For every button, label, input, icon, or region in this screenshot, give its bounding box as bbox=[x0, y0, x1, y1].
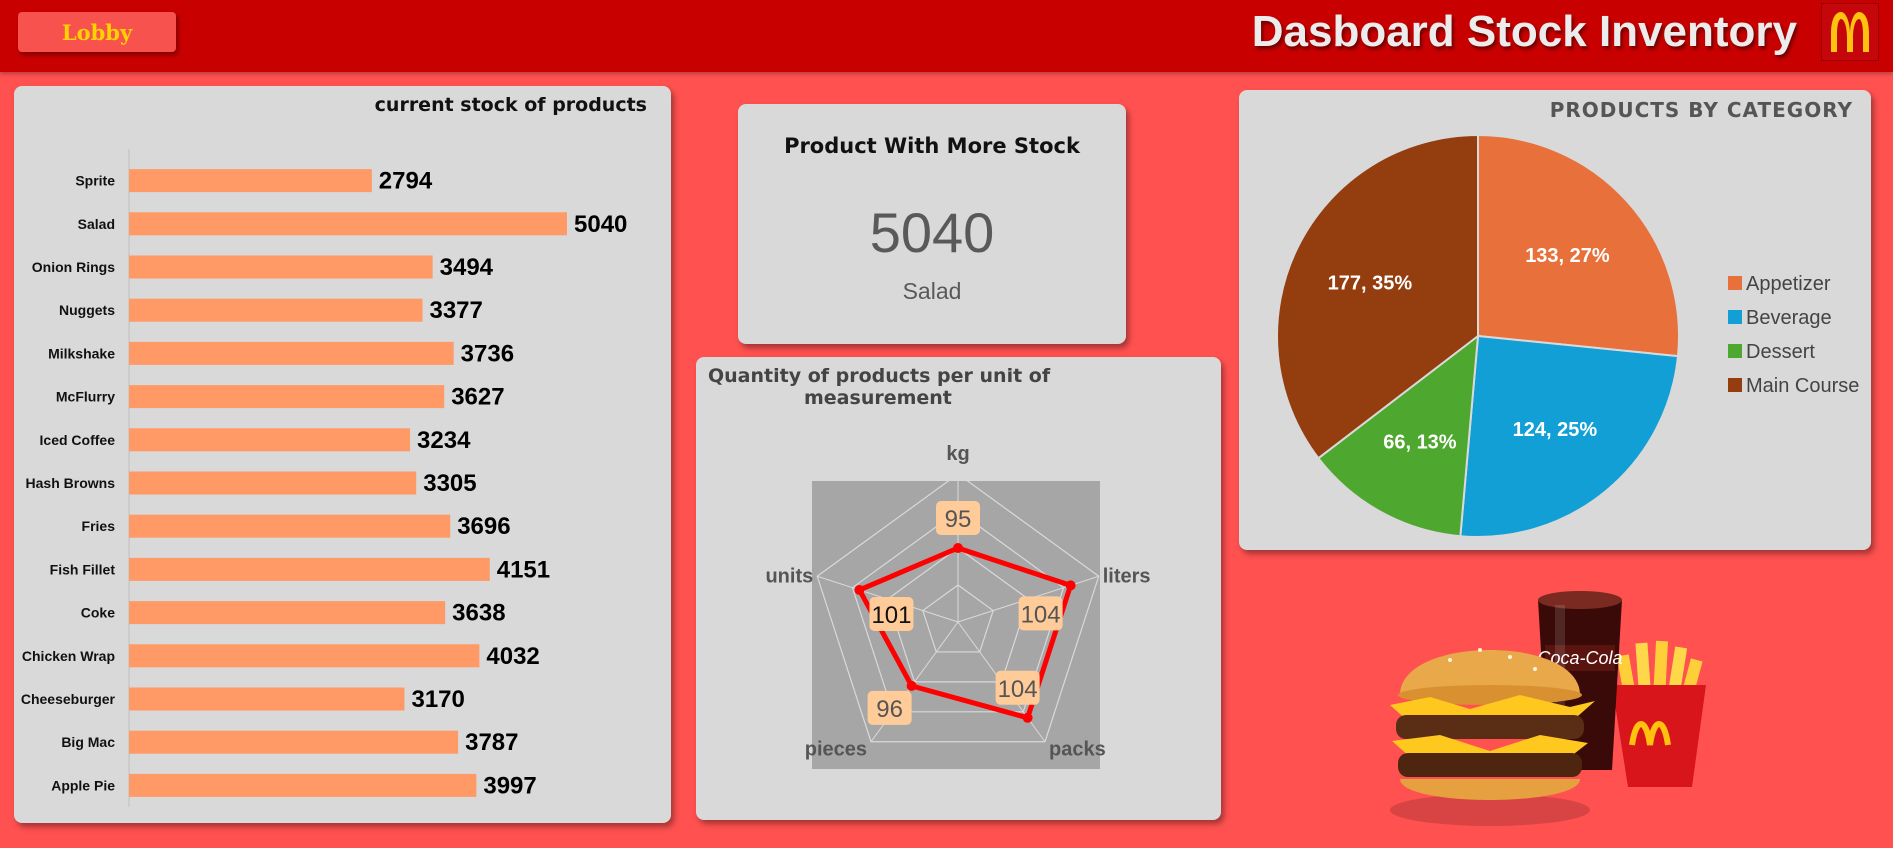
pie-chart: 133, 27% 124, 25% 66, 13% 177, 35% Appetizer… bbox=[1239, 90, 1871, 550]
radar-point bbox=[907, 681, 917, 691]
bar-value-label: 3627 bbox=[451, 384, 504, 411]
pie-data-label: 133, 27% bbox=[1525, 245, 1610, 267]
bar-value-label: 3170 bbox=[411, 686, 464, 713]
bar-category-label: Fries bbox=[82, 518, 116, 534]
radar-point bbox=[1066, 580, 1076, 590]
bar-value-label: 3787 bbox=[465, 729, 518, 756]
bar bbox=[129, 385, 444, 408]
bar bbox=[129, 169, 372, 192]
radar-axis-label: kg bbox=[946, 443, 969, 465]
pie-legend-label: Appetizer bbox=[1746, 273, 1831, 295]
bar-category-label: Big Mac bbox=[61, 734, 115, 750]
bar-value-label: 2794 bbox=[379, 168, 433, 195]
bar bbox=[129, 342, 454, 365]
bar bbox=[129, 601, 445, 624]
bar-value-label: 5040 bbox=[574, 211, 627, 238]
bar-category-label: McFlurry bbox=[56, 389, 115, 405]
bar bbox=[129, 299, 422, 322]
pie-data-label: 177, 35% bbox=[1328, 273, 1413, 295]
bar bbox=[129, 644, 479, 667]
page-title: Dasboard Stock Inventory bbox=[1252, 6, 1797, 58]
bar-value-label: 3494 bbox=[440, 254, 494, 281]
radar-axis-label: units bbox=[765, 565, 813, 587]
bar-value-label: 4032 bbox=[486, 643, 539, 670]
bar-category-label: Salad bbox=[78, 216, 115, 232]
bar bbox=[129, 212, 567, 235]
bar-category-label: Cheeseburger bbox=[21, 691, 116, 707]
bar bbox=[129, 256, 433, 279]
kpi-card: Product With More Stock 5040 Salad bbox=[738, 104, 1126, 344]
stock-panel: current stock of products Sprite 2794 Sala… bbox=[14, 86, 671, 823]
mcdonalds-logo bbox=[1821, 3, 1879, 61]
radar-panel: Quantity of products per unit of measure… bbox=[696, 357, 1221, 820]
bar-value-label: 4151 bbox=[497, 556, 550, 583]
kpi-value: 5040 bbox=[738, 200, 1126, 265]
bar-category-label: Onion Rings bbox=[32, 259, 115, 275]
lobby-button[interactable]: Lobby bbox=[18, 12, 176, 52]
burger-fries-cola-illustration: Coca-Cola bbox=[1370, 585, 1790, 835]
pie-data-label: 66, 13% bbox=[1383, 432, 1457, 454]
fries-icon bbox=[1612, 641, 1706, 787]
radar-data-label: 95 bbox=[945, 506, 972, 533]
pie-legend-swatch bbox=[1728, 310, 1742, 324]
radar-data-label: 104 bbox=[1021, 601, 1061, 628]
radar-chart: kg liters packs pieces units 95 104 104 96 101 bbox=[696, 357, 1221, 820]
bar-category-label: Fish Fillet bbox=[50, 561, 116, 577]
bar bbox=[129, 428, 410, 451]
bar-category-label: Chicken Wrap bbox=[22, 648, 115, 664]
pie-legend-swatch bbox=[1728, 276, 1742, 290]
bar-value-label: 3638 bbox=[452, 600, 505, 627]
mcdonalds-arches-icon bbox=[1822, 4, 1878, 60]
radar-axis-label: liters bbox=[1103, 565, 1151, 587]
radar-point bbox=[953, 543, 963, 553]
pie-legend-label: Dessert bbox=[1746, 341, 1815, 363]
kpi-title: Product With More Stock bbox=[738, 134, 1126, 158]
bar-value-label: 3997 bbox=[483, 772, 536, 799]
pie-legend-swatch bbox=[1728, 378, 1742, 392]
bar-category-label: Hash Browns bbox=[26, 475, 116, 491]
bar bbox=[129, 774, 476, 797]
radar-data-label: 101 bbox=[871, 602, 911, 629]
bar-value-label: 3736 bbox=[461, 340, 514, 367]
burger-icon bbox=[1390, 648, 1595, 826]
stock-bar-chart: Sprite 2794 Salad 5040 Onion Rings 3494 Nugget… bbox=[14, 86, 671, 823]
radar-axis-label: packs bbox=[1049, 739, 1106, 761]
bar bbox=[129, 472, 416, 495]
radar-data-label: 104 bbox=[998, 676, 1038, 703]
radar-point bbox=[854, 585, 864, 595]
bar-value-label: 3377 bbox=[429, 297, 482, 324]
bar-category-label: Apple Pie bbox=[51, 777, 115, 793]
bar-category-label: Sprite bbox=[75, 173, 115, 189]
radar-axis-label: pieces bbox=[805, 739, 867, 761]
pie-data-label: 124, 25% bbox=[1513, 419, 1598, 441]
pie-panel: PRODUCTS BY CATEGORY 133, 27% 124, 25% 66,… bbox=[1239, 90, 1871, 550]
pie-legend-label: Main Course bbox=[1746, 375, 1859, 397]
bar-category-label: Milkshake bbox=[48, 345, 115, 361]
pie-legend-label: Beverage bbox=[1746, 307, 1832, 329]
radar-data-label: 96 bbox=[876, 696, 903, 723]
bar-value-label: 3696 bbox=[457, 513, 510, 540]
bar-category-label: Iced Coffee bbox=[40, 432, 116, 448]
bar bbox=[129, 515, 450, 538]
bar-category-label: Coke bbox=[81, 605, 115, 621]
radar-point bbox=[1023, 713, 1033, 723]
bar bbox=[129, 558, 490, 581]
bar-category-label: Nuggets bbox=[59, 302, 115, 318]
kpi-product-name: Salad bbox=[738, 278, 1126, 305]
bar-value-label: 3305 bbox=[423, 470, 476, 497]
pie-legend-swatch bbox=[1728, 344, 1742, 358]
bar bbox=[129, 688, 404, 711]
bar-value-label: 3234 bbox=[417, 427, 471, 454]
bar bbox=[129, 731, 458, 754]
